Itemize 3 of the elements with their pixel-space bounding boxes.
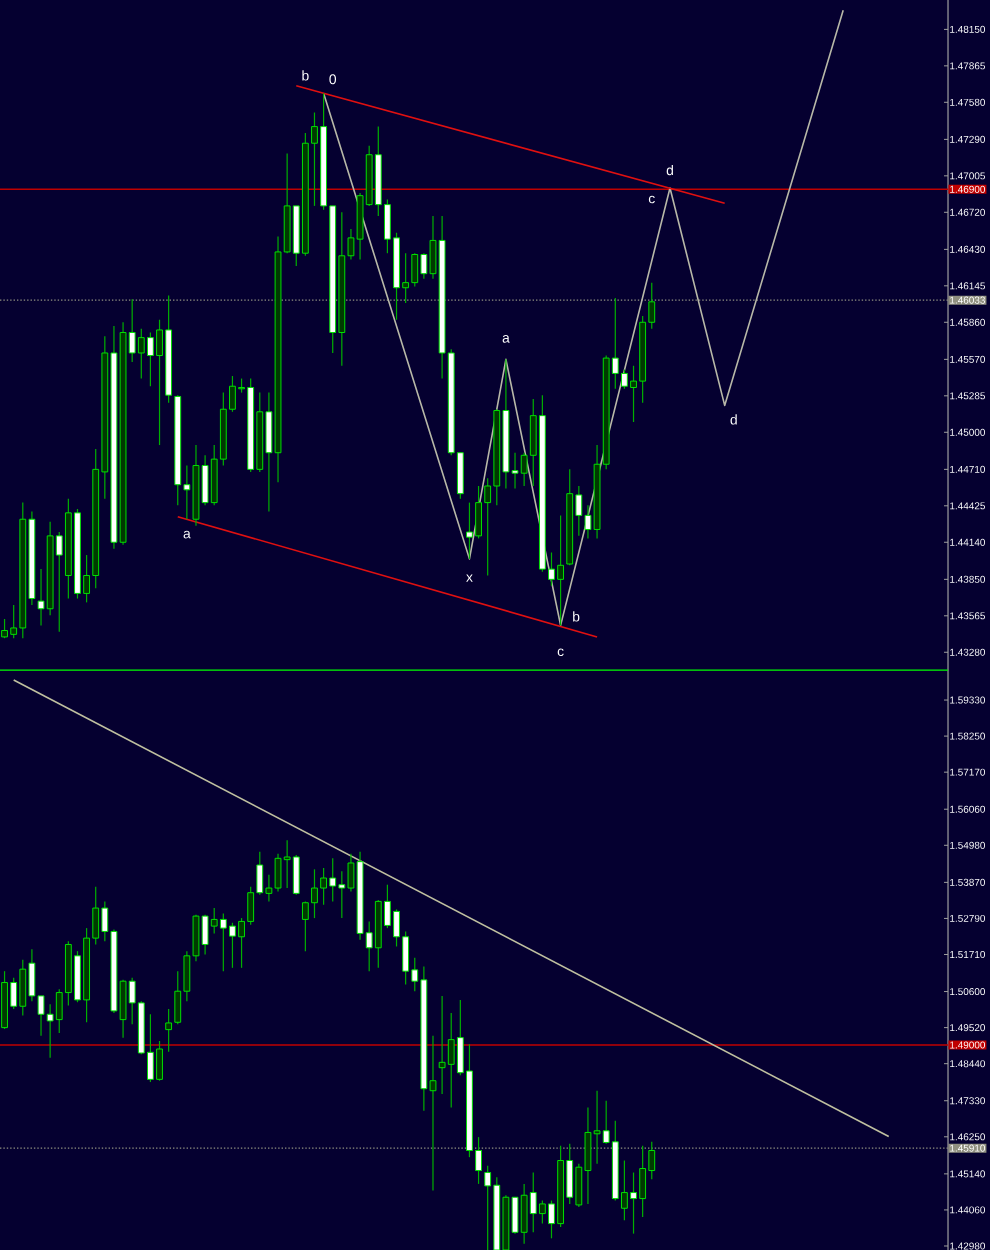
candlestick bbox=[292, 854, 300, 896]
line-series bbox=[322, 9, 844, 627]
candlestick bbox=[484, 1165, 492, 1250]
